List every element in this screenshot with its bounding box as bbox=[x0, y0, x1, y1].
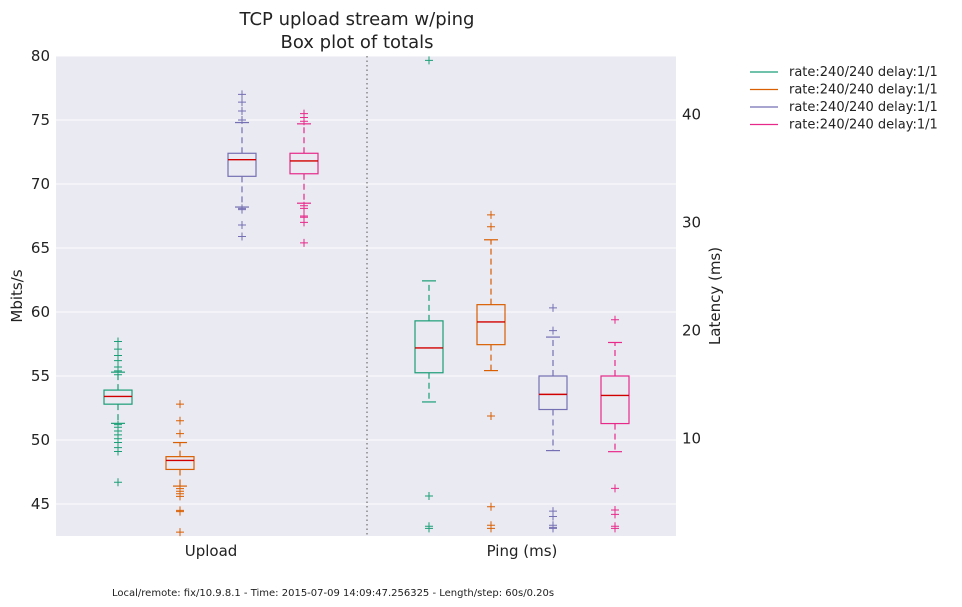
box-iqr bbox=[227, 152, 257, 177]
outlier-point bbox=[487, 502, 495, 511]
box-iqr bbox=[414, 320, 444, 374]
ping-box-series-3 bbox=[538, 303, 568, 533]
outlier-point bbox=[238, 107, 246, 116]
outlier-point bbox=[114, 478, 122, 487]
upload-box-series-4 bbox=[289, 109, 319, 247]
outlier-point bbox=[611, 510, 619, 519]
x-tick-label: Upload bbox=[185, 542, 238, 560]
chart-subtitle: Box plot of totals bbox=[280, 32, 433, 53]
outlier-point bbox=[176, 400, 184, 409]
outlier-point bbox=[549, 512, 557, 521]
y-right-tick-label: 10 bbox=[682, 430, 701, 448]
box-iqr bbox=[476, 304, 506, 346]
y-right-tick-label: 30 bbox=[682, 213, 701, 231]
upload-box-series-2 bbox=[165, 400, 195, 537]
outlier-point bbox=[176, 507, 184, 516]
y-left-tick-label: 55 bbox=[31, 367, 50, 385]
outlier-point bbox=[114, 370, 122, 379]
outlier-point bbox=[238, 232, 246, 241]
outlier-point bbox=[300, 238, 308, 247]
outlier-point bbox=[487, 210, 495, 219]
chart-title: TCP upload stream w/ping bbox=[239, 9, 475, 30]
y-left-tick-label: 65 bbox=[31, 239, 50, 257]
ping-box-series-1 bbox=[414, 56, 444, 533]
y-left-tick-label: 45 bbox=[31, 495, 50, 513]
box-marks bbox=[103, 56, 630, 537]
box-iqr bbox=[538, 375, 568, 411]
gridlines bbox=[56, 55, 676, 505]
outlier-point bbox=[549, 326, 557, 335]
outlier-point bbox=[114, 337, 122, 346]
y-right-tick-label: 40 bbox=[682, 105, 701, 123]
legend-label: rate:240/240 delay:1/1 bbox=[789, 83, 938, 98]
outlier-point bbox=[425, 492, 433, 500]
footer-info: Local/remote: fix/10.9.8.1 - Time: 2015-… bbox=[112, 588, 554, 599]
box-iqr bbox=[289, 152, 319, 175]
legend-label: rate:240/240 delay:1/1 bbox=[789, 118, 938, 133]
outlier-point bbox=[487, 412, 495, 420]
outlier-point bbox=[176, 528, 184, 537]
legend: rate:240/240 delay:1/1 rate:240/240 delay… bbox=[750, 65, 938, 133]
legend-label: rate:240/240 delay:1/1 bbox=[789, 65, 938, 80]
y-left-tick-label: 80 bbox=[31, 47, 50, 65]
outlier-point bbox=[425, 56, 433, 65]
outlier-point bbox=[549, 303, 557, 312]
box-iqr bbox=[165, 456, 195, 471]
y-axis-left-label: Mbits/s bbox=[8, 269, 26, 322]
outlier-point bbox=[300, 204, 308, 213]
outlier-point bbox=[611, 484, 619, 493]
axes: 45 50 55 60 65 70 75 80 10 20 30 40 Upload Ping (ms) bbox=[31, 47, 701, 560]
outlier-point bbox=[114, 447, 122, 456]
plot-background bbox=[56, 56, 676, 536]
outlier-point bbox=[176, 416, 184, 425]
outlier-point bbox=[611, 315, 619, 324]
outlier-point bbox=[238, 220, 246, 229]
outlier-point bbox=[238, 116, 246, 124]
y-axis-right-label: Latency (ms) bbox=[706, 247, 724, 345]
y-right-tick-label: 20 bbox=[682, 322, 701, 340]
y-left-tick-label: 70 bbox=[31, 175, 50, 193]
x-tick-label: Ping (ms) bbox=[487, 542, 558, 560]
outlier-point bbox=[300, 117, 308, 126]
box-iqr bbox=[600, 375, 630, 425]
outlier-point bbox=[549, 524, 557, 533]
outlier-point bbox=[611, 524, 619, 533]
outlier-point bbox=[487, 524, 495, 533]
upload-box-series-3 bbox=[227, 90, 257, 241]
outlier-point bbox=[487, 222, 495, 231]
ping-box-series-2 bbox=[476, 210, 506, 533]
ping-box-series-4 bbox=[600, 315, 630, 533]
y-left-tick-label: 50 bbox=[31, 431, 50, 449]
legend-label: rate:240/240 delay:1/1 bbox=[789, 100, 938, 115]
y-left-tick-label: 60 bbox=[31, 303, 50, 321]
outlier-point bbox=[238, 205, 246, 214]
outlier-point bbox=[238, 90, 246, 99]
outlier-point bbox=[300, 218, 308, 227]
outlier-point bbox=[176, 492, 184, 501]
outlier-point bbox=[238, 98, 246, 107]
outlier-point bbox=[425, 524, 433, 533]
y-left-tick-label: 75 bbox=[31, 111, 50, 129]
upload-box-series-1 bbox=[103, 337, 133, 487]
outlier-point bbox=[176, 429, 184, 438]
